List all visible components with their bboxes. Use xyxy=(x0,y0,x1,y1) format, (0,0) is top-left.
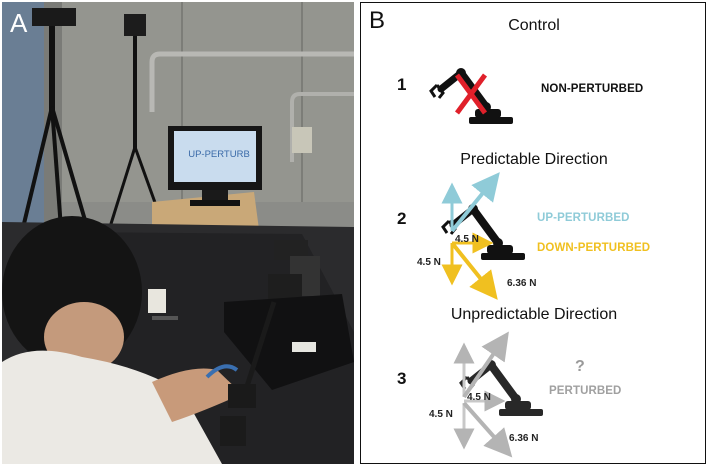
person-shirt xyxy=(2,350,222,464)
condition-number-1: 1 xyxy=(397,75,407,94)
force-label-horizontal-3: 4.5 N xyxy=(467,392,491,403)
question-mark: ? xyxy=(575,358,585,375)
panel-label-b: B xyxy=(369,7,386,34)
robot-icon-control xyxy=(431,68,513,124)
force-label-diagonal: 6.36 N xyxy=(507,278,537,289)
up-arrow-diagonal xyxy=(450,172,500,233)
section-title-unpredictable: Unpredictable Direction xyxy=(450,306,618,323)
section-title-predictable: Predictable Direction xyxy=(460,151,608,168)
robot-diagrams xyxy=(361,3,707,458)
condition-number-2: 2 xyxy=(397,209,407,228)
force-label-diagonal-3: 6.36 N xyxy=(509,433,539,444)
robot-base xyxy=(224,294,354,390)
force-label-vertical: 4.5 N xyxy=(417,257,441,268)
force-label-vertical-3: 4.5 N xyxy=(429,409,453,420)
label-down-perturbed: DOWN-PERTURBED xyxy=(537,242,651,254)
lab-photo xyxy=(2,2,354,464)
label-non-perturbed: NON-PERTURBED xyxy=(541,83,644,95)
panel-label-a: A xyxy=(10,8,28,38)
section-title-control: Control xyxy=(508,17,560,34)
schematic-panel: B Control 1 NON-PERTURBED Predictable Di… xyxy=(360,2,706,464)
condition-number-3: 3 xyxy=(397,369,407,388)
label-up-perturbed: UP-PERTURBED xyxy=(537,212,630,224)
down-arrow-diagonal xyxy=(450,241,498,300)
robot-icon-unpredictable xyxy=(461,360,543,416)
wall-outlet xyxy=(292,127,312,153)
gray-arrow-diagonal-up xyxy=(462,331,509,399)
label-perturbed: PERTURBED xyxy=(549,385,622,397)
monitor-screen-text: UP-PERTURB xyxy=(188,149,250,160)
force-label-horizontal: 4.5 N xyxy=(455,234,479,245)
photo-panel: A UP-PERTURB xyxy=(2,2,354,464)
robot-icon-predictable xyxy=(443,204,525,260)
gray-arrow-diagonal-down xyxy=(462,401,513,458)
